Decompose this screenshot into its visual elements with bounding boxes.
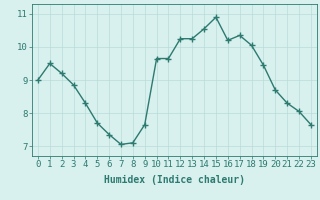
- X-axis label: Humidex (Indice chaleur): Humidex (Indice chaleur): [104, 175, 245, 185]
